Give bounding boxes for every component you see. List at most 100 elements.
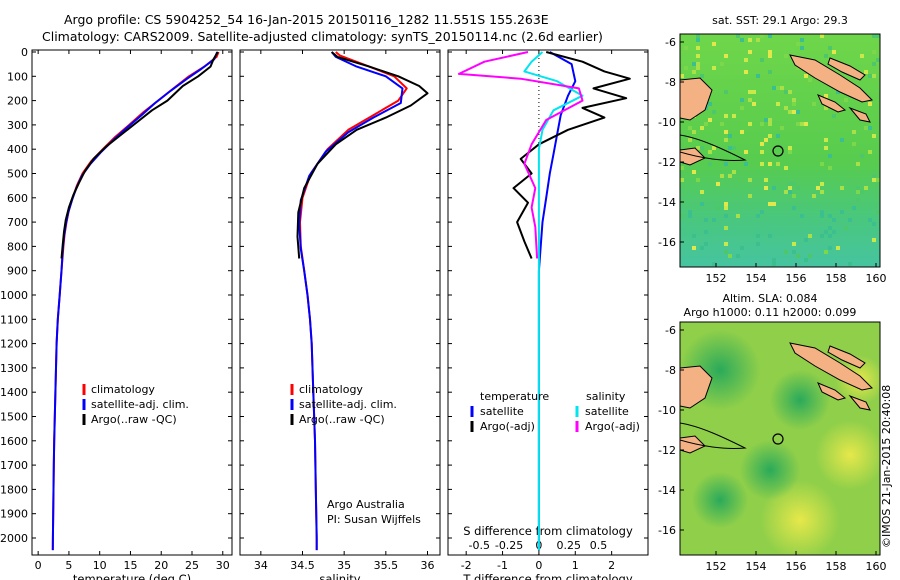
sst-pixel <box>712 146 716 150</box>
sla-map-header-line1: Altim. SLA: 0.084 <box>722 292 817 305</box>
sst-pixel <box>692 170 696 174</box>
legend-label: satellite <box>480 405 524 418</box>
sst-pixel <box>760 162 764 166</box>
sst-pixel <box>724 130 728 134</box>
sst-pixel <box>756 74 760 78</box>
sst-pixel <box>760 142 764 146</box>
sst-pixel <box>724 138 728 142</box>
sst-pixel <box>828 226 832 230</box>
salinity-profile: 34 34.5 35 35.5 36 salinity climatology satelli… <box>239 49 441 580</box>
map-x-tick-label: 152 <box>706 272 727 285</box>
plot-frame <box>447 49 649 556</box>
sst-pixel <box>844 98 848 102</box>
sst-pixel <box>872 222 876 226</box>
map-y-tick-label: -12 <box>658 156 676 169</box>
sst-pixel <box>748 122 752 126</box>
sst-pixel <box>856 186 860 190</box>
top-x-tick-label: 0.5 <box>590 539 608 552</box>
map-y-tick-label: -16 <box>658 236 676 249</box>
land-island <box>680 365 713 409</box>
sst-pixel <box>784 90 788 94</box>
sst-pixel <box>808 78 812 82</box>
land-island <box>789 54 874 103</box>
sst-pixel <box>712 42 716 46</box>
y-tick-label: 1100 <box>0 313 28 326</box>
y-tick-label: 900 <box>7 265 28 278</box>
sst-pixel <box>776 102 780 106</box>
sst-pixel <box>760 34 764 38</box>
sst-pixel <box>748 98 752 102</box>
sst-pixel <box>876 210 880 214</box>
sst-pixel <box>832 50 836 54</box>
map-y-tick-label: -12 <box>658 444 676 457</box>
sst-pixel <box>792 110 796 114</box>
y-tick-label: 1600 <box>0 435 28 448</box>
y-tick-label: 400 <box>7 143 28 156</box>
land-group <box>680 54 874 166</box>
sst-pixel <box>768 54 772 58</box>
legend-label: Argo(-adj) <box>585 420 640 433</box>
sla-map-header-line2: Argo h1000: 0.11 h2000: 0.099 <box>684 306 857 319</box>
sst-pixel <box>832 114 836 118</box>
map-y-tick-label: -14 <box>658 196 676 209</box>
y-tick-label: 1700 <box>0 459 28 472</box>
plot-frame <box>239 49 441 556</box>
sst-pixel <box>680 166 684 170</box>
sst-pixel <box>728 254 732 258</box>
sst-pixel <box>860 54 864 58</box>
sst-pixel <box>780 86 784 90</box>
sst-pixel <box>820 182 824 186</box>
x-tick-label: 0 <box>535 559 542 572</box>
series-line-argo <box>296 51 429 259</box>
sst-pixel <box>840 186 844 190</box>
sst-pixel <box>836 246 840 250</box>
top-x-tick-label: 0.25 <box>556 539 581 552</box>
x-tick-label: 34.5 <box>290 559 315 572</box>
y-tick-label: 500 <box>7 167 28 180</box>
sst-pixel <box>764 178 768 182</box>
x-tick-label: 15 <box>123 559 137 572</box>
sst-pixel <box>788 110 792 114</box>
land-island <box>848 106 871 123</box>
sst-pixel <box>772 202 776 206</box>
sst-pixel <box>872 62 876 66</box>
sst-pixel <box>760 210 764 214</box>
land-island <box>827 345 866 369</box>
sst-pixel <box>828 234 832 238</box>
sst-pixel <box>848 262 852 266</box>
sst-pixel <box>684 66 688 70</box>
sst-pixel <box>828 246 832 250</box>
sst-pixel <box>708 118 712 122</box>
sst-pixel <box>768 162 772 166</box>
sst-map-field <box>680 34 880 267</box>
map-x-tick-label: 154 <box>746 272 767 285</box>
map-y-tick-label: -8 <box>665 76 676 89</box>
sst-pixel <box>864 126 868 130</box>
x-tick-label: 35.5 <box>374 559 399 572</box>
sst-pixel <box>712 110 716 114</box>
sst-pixel <box>712 262 716 266</box>
sst-pixel <box>784 250 788 254</box>
bathymetry-contour <box>680 422 747 449</box>
map-y-tick-label: -16 <box>658 524 676 537</box>
chart-title-line1: Argo profile: CS 5904252_54 16-Jan-2015 … <box>64 12 549 27</box>
sst-pixel <box>820 190 824 194</box>
sst-pixel <box>724 54 728 58</box>
sst-pixel <box>872 174 876 178</box>
sst-pixel <box>720 122 724 126</box>
legend-label: Argo(-adj) <box>480 420 535 433</box>
sst-pixel <box>820 34 824 38</box>
sst-pixel <box>688 138 692 142</box>
sst-pixel <box>812 194 816 198</box>
sst-pixel <box>744 162 748 166</box>
sst-pixel <box>700 246 704 250</box>
sst-pixel <box>788 182 792 186</box>
sst-pixel <box>864 186 868 190</box>
sst-pixel <box>776 86 780 90</box>
sst-pixel <box>860 190 864 194</box>
sst-pixel <box>788 146 792 150</box>
sst-pixel <box>872 134 876 138</box>
sst-pixel <box>852 206 856 210</box>
sst-pixel <box>744 58 748 62</box>
x-axis-label: temperature (deg C) <box>73 572 191 580</box>
